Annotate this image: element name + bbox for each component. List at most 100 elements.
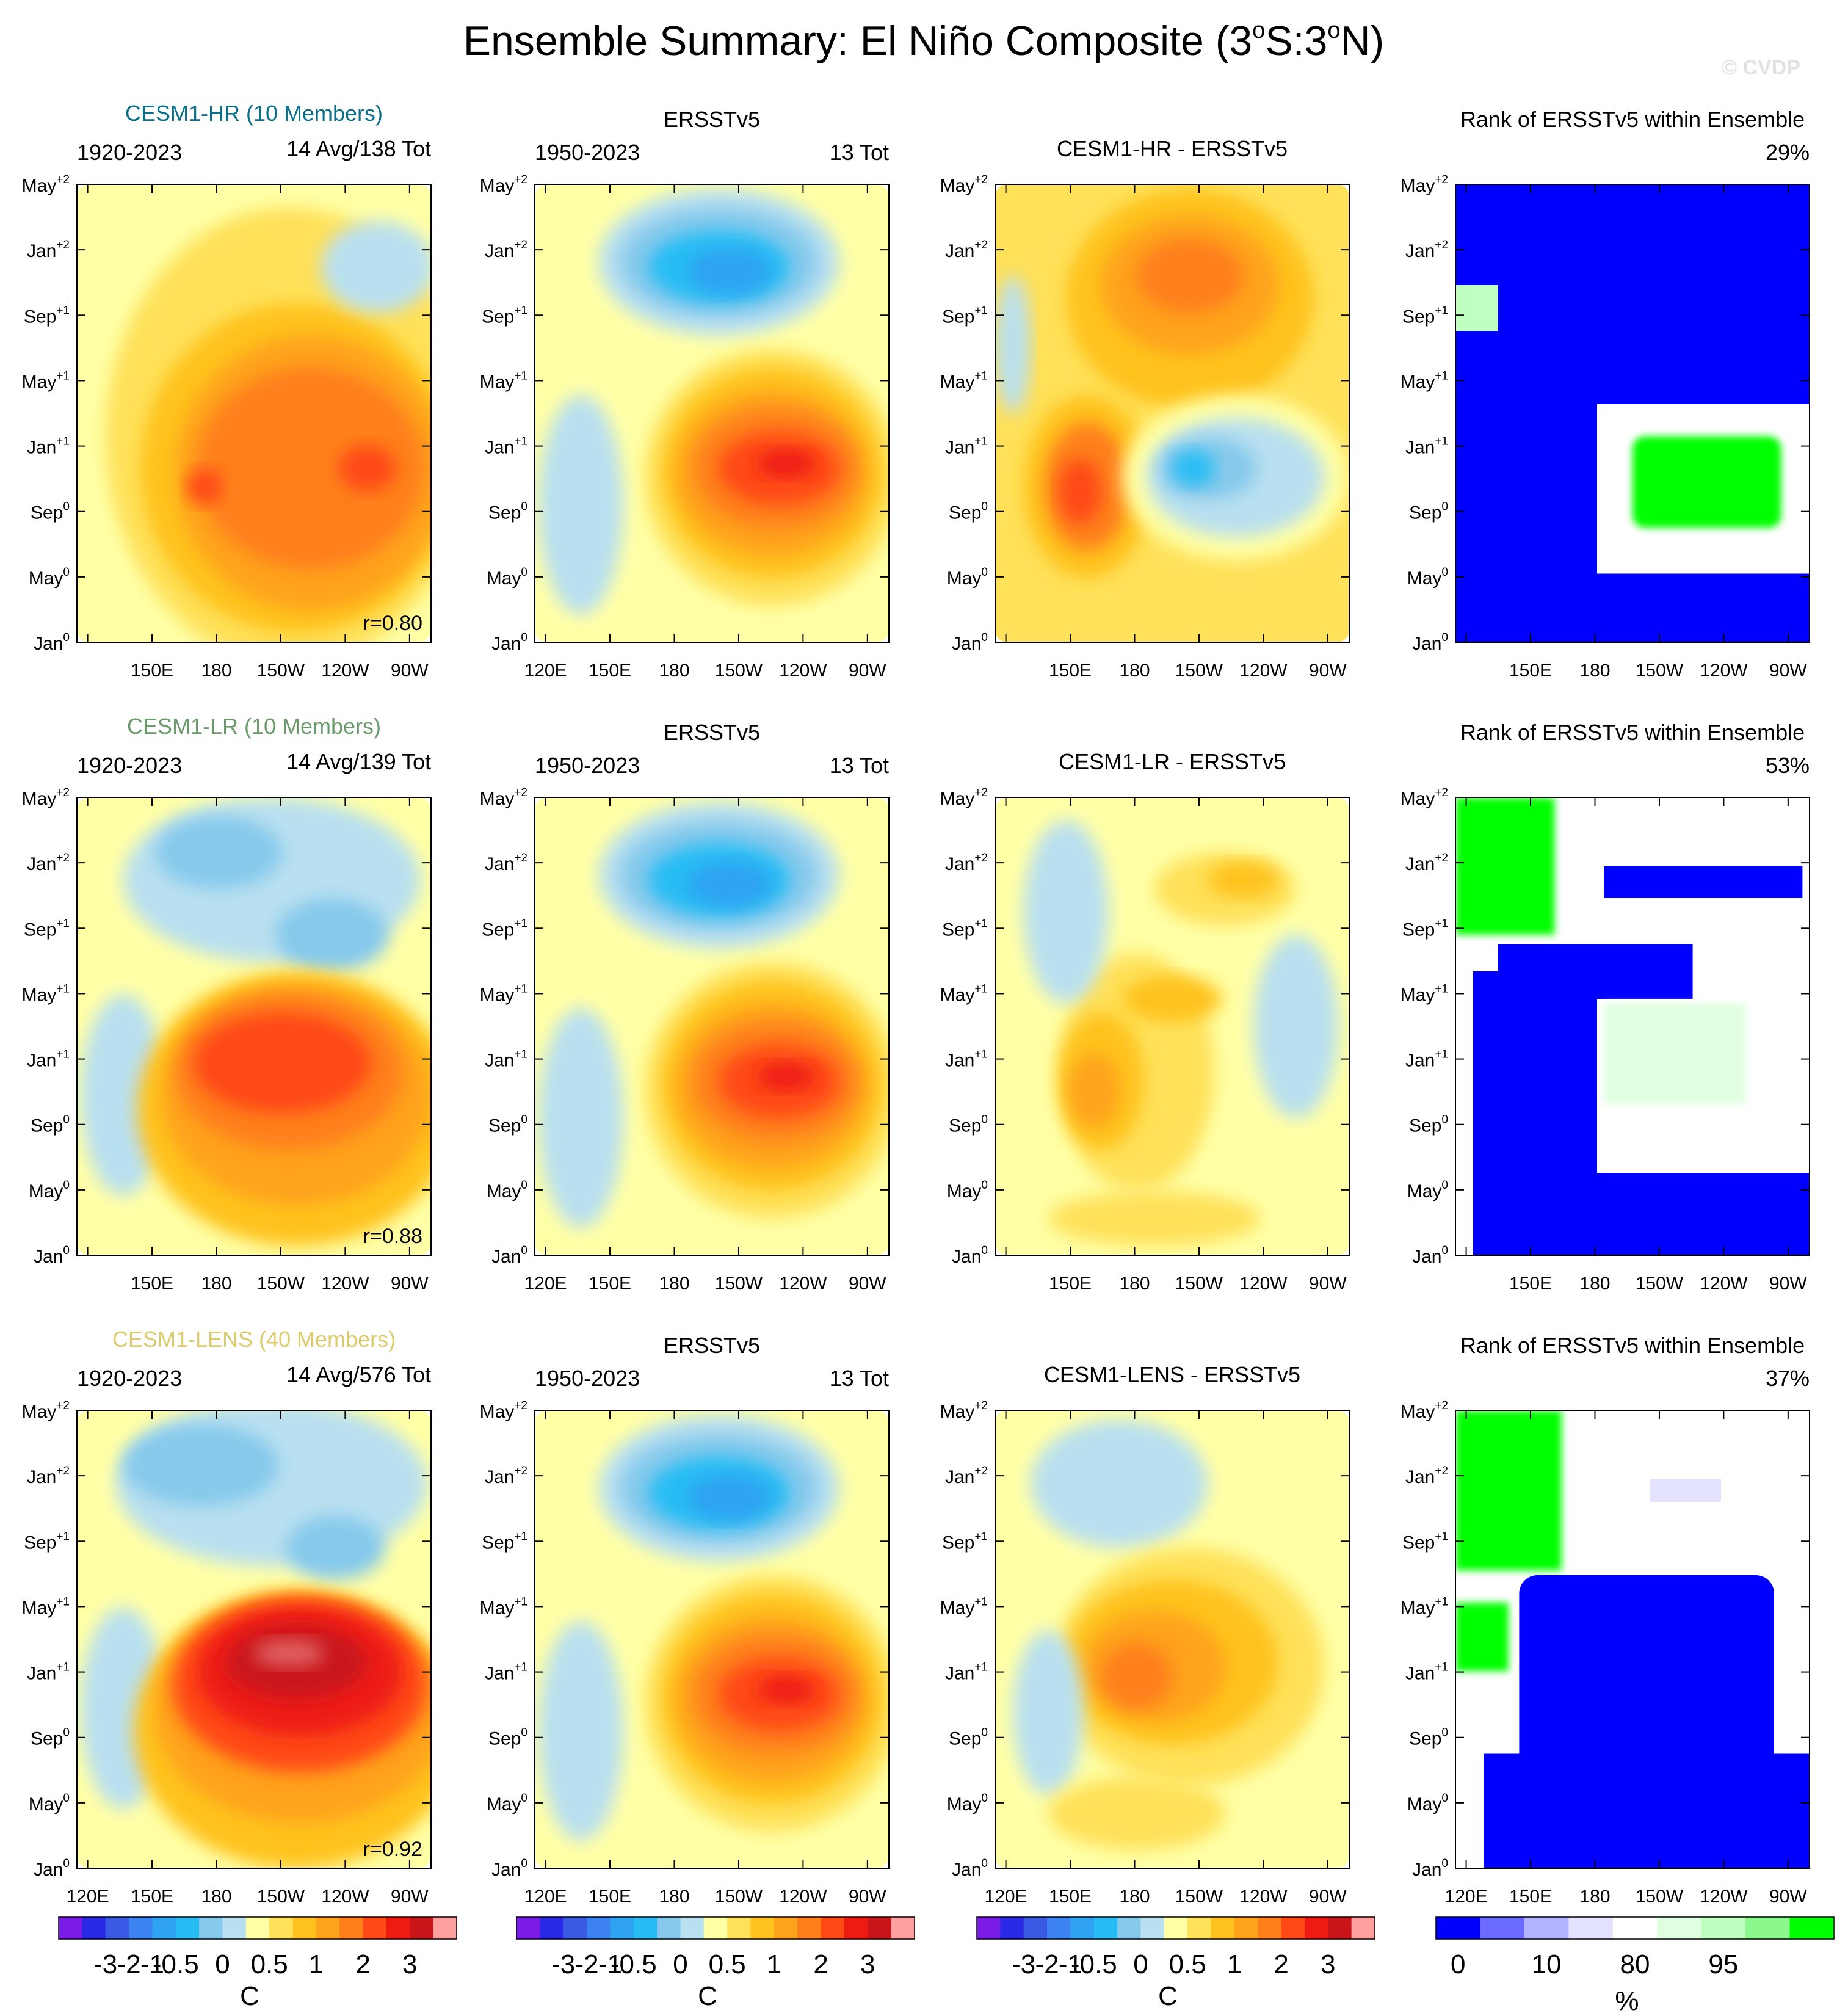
y-tick-label: May+2	[22, 1399, 70, 1422]
x-tick-label: 150E	[131, 1887, 173, 1907]
y-tick-base: Jan	[27, 1664, 56, 1684]
y-tick-base: Jan	[945, 1664, 974, 1684]
rank-percent: 37%	[1766, 1366, 1810, 1391]
cold-contour	[687, 1474, 772, 1520]
colorbar-label: 0.5	[251, 1949, 288, 1979]
colorbar-swatch	[105, 1917, 129, 1939]
x-tick-label: 150E	[1509, 661, 1552, 681]
cold-contour	[1031, 1420, 1208, 1548]
y-tick-base: Sep	[949, 1729, 981, 1749]
colorbar-swatch	[1211, 1917, 1235, 1939]
y-tick-label: May0	[947, 566, 988, 589]
y-tick-base: Jan	[945, 854, 974, 874]
y-tick-base: Jan	[1405, 1664, 1435, 1684]
y-tick-base: Sep	[24, 1532, 56, 1553]
y-tick-label: Sep+1	[24, 1530, 70, 1553]
warm-contour	[197, 368, 424, 569]
y-tick-label: Jan+1	[945, 1048, 988, 1071]
colorbar-swatch	[199, 1917, 223, 1939]
x-tick-label: 150W	[715, 1274, 763, 1294]
x-tick-label: 150E	[1049, 661, 1092, 681]
panel-frame	[995, 797, 1350, 1256]
colorbar-swatch	[1351, 1917, 1375, 1939]
y-tick-label: Jan+1	[27, 435, 70, 458]
colorbar-swatch	[1745, 1917, 1791, 1939]
y-tick-label: Sep0	[1409, 1114, 1448, 1136]
row-3-headers: CESM1-LENS (40 Members) 1920-2023 14 Avg/5…	[77, 1327, 1810, 1391]
model-count: 14 Avg/576 Tot	[286, 1362, 431, 1387]
rank-title: Rank of ERSSTv5 within Ensemble	[1460, 1333, 1805, 1358]
y-tick-sup: +2	[1435, 1465, 1448, 1478]
y-tick-label: May0	[947, 1179, 988, 1202]
panel-r2-c1: Jan0May0Sep0Jan+1May+1Sep+1Jan+2May+2150…	[22, 786, 432, 1294]
x-tick-label: 150E	[1509, 1887, 1552, 1907]
y-tick-sup: +1	[974, 1661, 988, 1674]
y-tick-label: Jan0	[952, 1857, 988, 1880]
y-tick-base: Sep	[1409, 1729, 1441, 1749]
y-tick-sup: +1	[56, 1530, 70, 1543]
y-tick-sup: +2	[56, 1465, 70, 1478]
y-tick-sup: +2	[56, 1399, 70, 1412]
colorbar-label: -3	[551, 1949, 575, 1979]
rank-colorbar: 0 10 80 95%	[1435, 1916, 1835, 2016]
y-tick-base: Jan	[27, 241, 56, 261]
rank-block	[1455, 797, 1555, 935]
cold-contour	[286, 1515, 385, 1580]
colorbar-swatch	[433, 1917, 457, 1939]
x-tick-label: 120E	[524, 1887, 567, 1907]
y-tick-sup: 0	[63, 1727, 70, 1739]
y-tick-label: Sep0	[488, 501, 527, 523]
warm-contour	[758, 1063, 815, 1090]
y-tick-label: May0	[1407, 1792, 1448, 1815]
panel-fill	[995, 184, 1349, 642]
pattern-correlation: r=0.88	[363, 1225, 422, 1248]
colorbar-label: 2	[355, 1949, 370, 1979]
y-tick-sup: +2	[1435, 852, 1448, 865]
y-tick-label: Jan+1	[945, 1661, 988, 1684]
y-tick-base: May	[1400, 985, 1435, 1005]
x-tick-label: 90W	[1769, 1887, 1807, 1907]
y-tick-sup: +2	[514, 239, 527, 252]
warm-contour	[1137, 239, 1243, 313]
y-tick-base: Sep	[1402, 306, 1435, 327]
rank-block	[1455, 184, 1597, 642]
colorbar-swatch	[1657, 1917, 1702, 1939]
y-tick-sup: +2	[56, 173, 70, 186]
x-tick-label: 150E	[589, 661, 631, 681]
obs-years: 1950-2023	[535, 753, 640, 778]
x-tick-label: 90W	[1309, 1887, 1347, 1907]
colorbar-swatch	[1093, 1917, 1118, 1939]
colorbar-swatch	[610, 1917, 634, 1939]
y-tick-label: Sep+1	[1402, 304, 1448, 327]
colorbar-label: -3	[1012, 1949, 1035, 1979]
y-tick-label: Jan+2	[945, 852, 988, 874]
x-tick-label: 90W	[1769, 661, 1807, 681]
y-tick-base: May	[940, 1402, 975, 1422]
panel-r1-c3: Jan0May0Sep0Jan+1May+1Sep+1Jan+2May+2150…	[940, 173, 1350, 681]
model-name: CESM1-HR (10 Members)	[125, 101, 383, 126]
rank-block	[1632, 436, 1781, 528]
y-tick-sup: +2	[974, 173, 988, 186]
x-tick-label: 120E	[524, 661, 567, 681]
row-2-headers: CESM1-LR (10 Members) 1920-2023 14 Avg/139…	[77, 714, 1810, 778]
y-tick-label: Jan0	[34, 631, 70, 654]
pattern-correlation: r=0.80	[363, 612, 422, 635]
y-tick-base: Jan	[27, 438, 56, 458]
y-tick-base: Jan	[491, 1860, 521, 1880]
y-tick-base: Sep	[949, 503, 981, 523]
colorbar-label: -2	[574, 1949, 598, 1979]
colorbar-label: 0	[673, 1949, 687, 1979]
y-tick-label: Jan+1	[945, 435, 988, 458]
y-tick-base: Jan	[34, 1860, 63, 1880]
y-tick-sup: 0	[981, 501, 988, 513]
y-tick-sup: +1	[514, 1530, 527, 1543]
x-tick-label: 120W	[1239, 661, 1288, 681]
y-tick-label: Sep+1	[942, 1530, 988, 1553]
panel-r3-c2: Jan0May0Sep0Jan+1May+1Sep+1Jan+2May+2120…	[480, 1399, 890, 1907]
obs-years: 1950-2023	[535, 1366, 640, 1391]
y-tick-base: May	[480, 176, 515, 196]
colorbar-swatch	[386, 1917, 410, 1939]
rank-block	[1455, 573, 1810, 642]
y-tick-label: May0	[947, 1792, 988, 1815]
warm-contour	[1208, 861, 1278, 898]
